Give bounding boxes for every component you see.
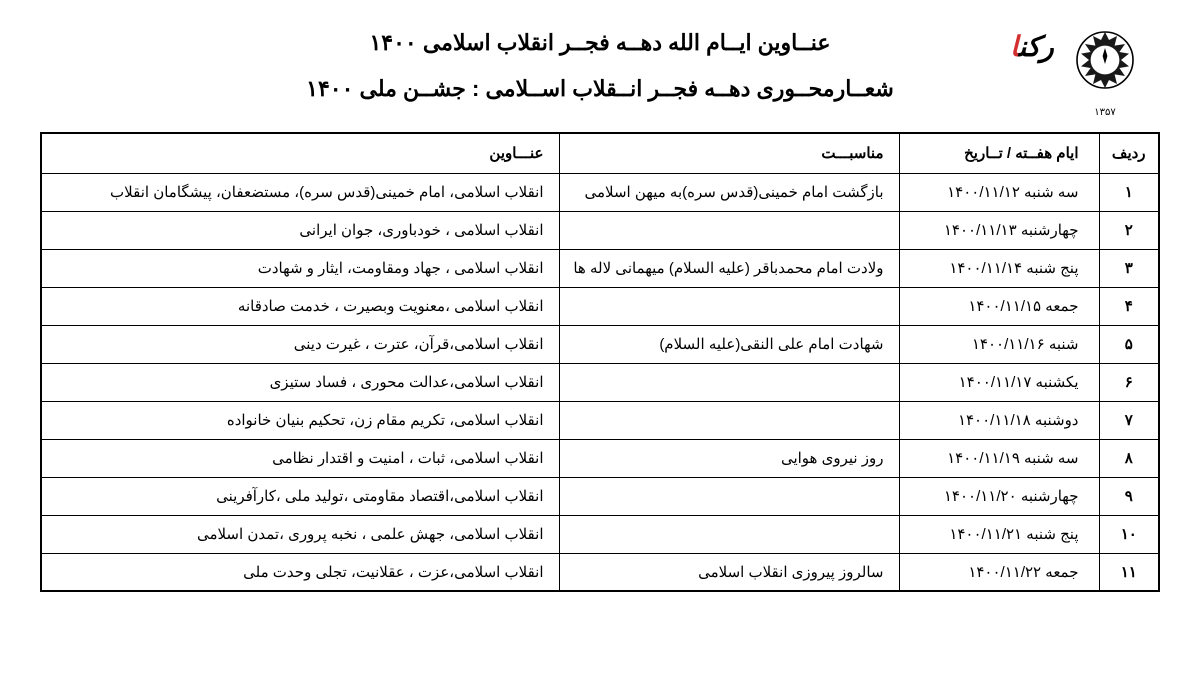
header-date: ایام هفــته / تــاریخ bbox=[899, 133, 1099, 173]
date-cell: سه شنبه ۱۴۰۰/۱۱/۱۲ bbox=[899, 173, 1099, 211]
titles-cell: انقلاب اسلامی،اقتصاد مقاومتی ،تولید ملی … bbox=[41, 477, 559, 515]
occasion-cell bbox=[559, 287, 899, 325]
brand-text-2: ا bbox=[1010, 31, 1019, 62]
document-header: عنــاوین ایــام الله دهــه فجــر انقلاب … bbox=[40, 20, 1160, 102]
date-cell: جمعه ۱۴۰۰/۱۱/۱۵ bbox=[899, 287, 1099, 325]
header-row-number: ردیف bbox=[1099, 133, 1159, 173]
row-number-cell: ۱۱ bbox=[1099, 553, 1159, 591]
table-row: ۱۱جمعه ۱۴۰۰/۱۱/۲۲سالروز پیروزی انقلاب اس… bbox=[41, 553, 1159, 591]
occasion-cell bbox=[559, 211, 899, 249]
table-row: ۲چهارشنبه ۱۴۰۰/۱۱/۱۳ انقلاب اسلامی ، خودب… bbox=[41, 211, 1159, 249]
occasion-cell: ولادت امام محمدباقر (علیه السلام) میهمان… bbox=[559, 249, 899, 287]
logo-emblem: ۱۳۵۷ bbox=[1065, 20, 1145, 100]
occasion-cell bbox=[559, 477, 899, 515]
brand-text-1: رکن bbox=[1019, 31, 1054, 62]
row-number-cell: ۱۰ bbox=[1099, 515, 1159, 553]
date-cell: دوشنبه ۱۴۰۰/۱۱/۱۸ bbox=[899, 401, 1099, 439]
date-cell: پنج شنبه ۱۴۰۰/۱۱/۲۱ bbox=[899, 515, 1099, 553]
date-cell: جمعه ۱۴۰۰/۱۱/۲۲ bbox=[899, 553, 1099, 591]
table-header-row: ردیف ایام هفــته / تــاریخ مناسبـــت عنـ… bbox=[41, 133, 1159, 173]
occasion-cell: روز نیروی هوایی bbox=[559, 439, 899, 477]
occasion-cell bbox=[559, 401, 899, 439]
titles-cell: انقلاب اسلامی،عزت ، عقلانیت، تجلی وحدت م… bbox=[41, 553, 559, 591]
row-number-cell: ۵ bbox=[1099, 325, 1159, 363]
occasion-cell: سالروز پیروزی انقلاب اسلامی bbox=[559, 553, 899, 591]
titles-cell: انقلاب اسلامی ،معنویت وبصیرت ، خدمت صادق… bbox=[41, 287, 559, 325]
schedule-table: ردیف ایام هفــته / تــاریخ مناسبـــت عنـ… bbox=[40, 132, 1160, 592]
row-number-cell: ۳ bbox=[1099, 249, 1159, 287]
date-cell: چهارشنبه ۱۴۰۰/۱۱/۱۳ bbox=[899, 211, 1099, 249]
titles-cell: انقلاب اسلامی، ثبات ، امنیت و اقتدار نظا… bbox=[41, 439, 559, 477]
occasion-cell bbox=[559, 515, 899, 553]
table-row: ۸سه شنبه ۱۴۰۰/۱۱/۱۹روز نیروی هواییانقلاب… bbox=[41, 439, 1159, 477]
titles-cell: انقلاب اسلامی،عدالت محوری ، فساد ستیزی bbox=[41, 363, 559, 401]
titles-cell: انقلاب اسلامی،قرآن، عترت ، غیرت دینی bbox=[41, 325, 559, 363]
occasion-cell: شهادت امام علی النقی(علیه السلام) bbox=[559, 325, 899, 363]
date-cell: چهارشنبه ۱۴۰۰/۱۱/۲۰ bbox=[899, 477, 1099, 515]
titles-cell: انقلاب اسلامی، امام خمینی(قدس سره)، مستض… bbox=[41, 173, 559, 211]
date-cell: یکشنبه ۱۴۰۰/۱۱/۱۷ bbox=[899, 363, 1099, 401]
brand-logo: رکنا bbox=[1010, 30, 1054, 63]
logo-year: ۱۳۵۷ bbox=[1065, 107, 1145, 118]
table-row: ۱سه شنبه ۱۴۰۰/۱۱/۱۲بازگشت امام خمینی(قدس… bbox=[41, 173, 1159, 211]
titles-cell: انقلاب اسلامی، جهش علمی ، نخبه پروری ،تم… bbox=[41, 515, 559, 553]
main-title: عنــاوین ایــام الله دهــه فجــر انقلاب … bbox=[40, 30, 1160, 56]
occasion-cell bbox=[559, 363, 899, 401]
emblem-icon bbox=[1065, 20, 1145, 100]
titles-cell: انقلاب اسلامی ، خودباوری، جوان ایرانی bbox=[41, 211, 559, 249]
schedule-table-container: ردیف ایام هفــته / تــاریخ مناسبـــت عنـ… bbox=[40, 132, 1160, 592]
occasion-cell: بازگشت امام خمینی(قدس سره)به میهن اسلامی bbox=[559, 173, 899, 211]
date-cell: پنج شنبه ۱۴۰۰/۱۱/۱۴ bbox=[899, 249, 1099, 287]
table-row: ۴جمعه ۱۴۰۰/۱۱/۱۵ انقلاب اسلامی ،معنویت وب… bbox=[41, 287, 1159, 325]
subtitle: شعــارمحــوری دهــه فجــر انــقلاب اســل… bbox=[40, 76, 1160, 102]
row-number-cell: ۲ bbox=[1099, 211, 1159, 249]
row-number-cell: ۷ bbox=[1099, 401, 1159, 439]
table-row: ۹چهارشنبه ۱۴۰۰/۱۱/۲۰ انقلاب اسلامی،اقتصاد… bbox=[41, 477, 1159, 515]
header-titles: عنـــاوین bbox=[41, 133, 559, 173]
date-cell: سه شنبه ۱۴۰۰/۱۱/۱۹ bbox=[899, 439, 1099, 477]
header-occasion: مناسبـــت bbox=[559, 133, 899, 173]
table-row: ۳پنج شنبه ۱۴۰۰/۱۱/۱۴ولادت امام محمدباقر … bbox=[41, 249, 1159, 287]
titles-cell: انقلاب اسلامی، تکریم مقام زن، تحکیم بنیا… bbox=[41, 401, 559, 439]
row-number-cell: ۸ bbox=[1099, 439, 1159, 477]
titles-cell: انقلاب اسلامی ، جهاد ومقاومت، ایثار و شه… bbox=[41, 249, 559, 287]
table-row: ۶یکشنبه ۱۴۰۰/۱۱/۱۷ انقلاب اسلامی،عدالت مح… bbox=[41, 363, 1159, 401]
table-row: ۱۰پنج شنبه ۱۴۰۰/۱۱/۲۱ انقلاب اسلامی، جهش … bbox=[41, 515, 1159, 553]
table-row: ۷دوشنبه ۱۴۰۰/۱۱/۱۸ انقلاب اسلامی، تکریم م… bbox=[41, 401, 1159, 439]
row-number-cell: ۴ bbox=[1099, 287, 1159, 325]
row-number-cell: ۹ bbox=[1099, 477, 1159, 515]
row-number-cell: ۱ bbox=[1099, 173, 1159, 211]
table-row: ۵شنبه ۱۴۰۰/۱۱/۱۶شهادت امام علی النقی(علی… bbox=[41, 325, 1159, 363]
date-cell: شنبه ۱۴۰۰/۱۱/۱۶ bbox=[899, 325, 1099, 363]
logo-container: ۱۳۵۷ رکنا bbox=[1040, 10, 1170, 110]
row-number-cell: ۶ bbox=[1099, 363, 1159, 401]
